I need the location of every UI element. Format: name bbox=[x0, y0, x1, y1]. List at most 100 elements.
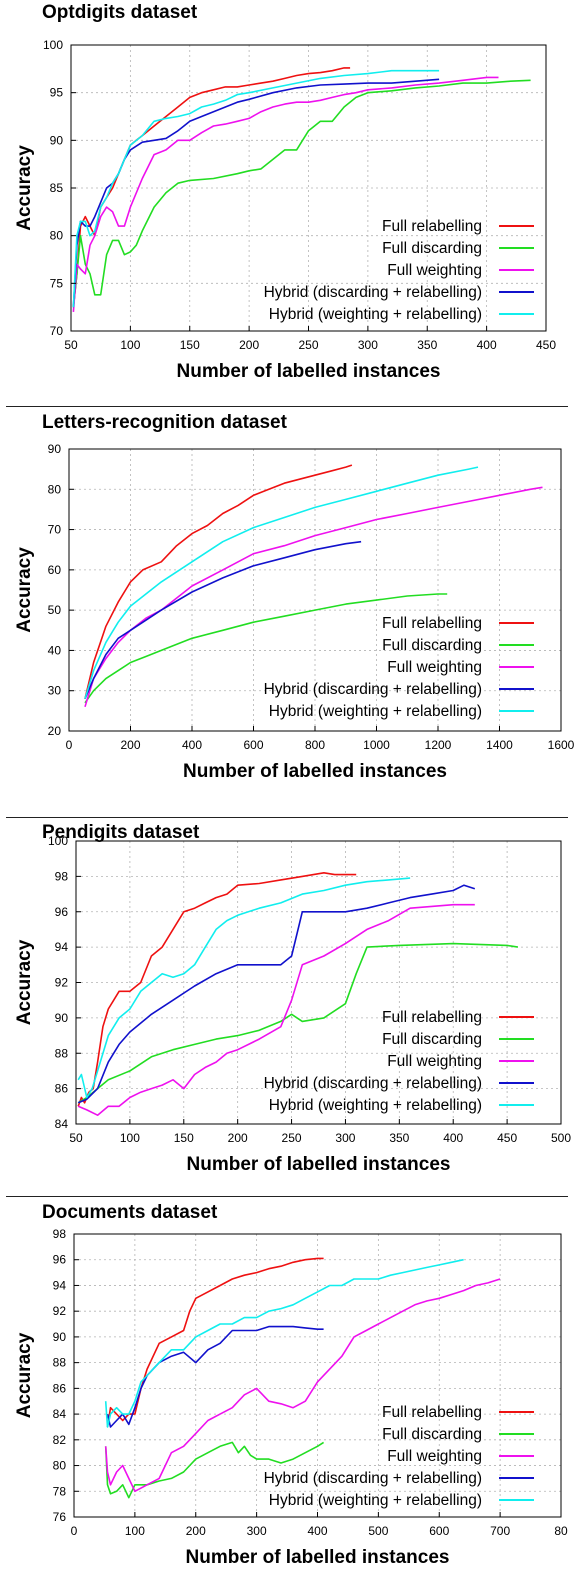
legend-label: Full discarding bbox=[382, 637, 482, 654]
series-line-5 bbox=[104, 1258, 464, 1428]
y-tick-label: 92 bbox=[55, 976, 69, 990]
series-line-5 bbox=[84, 466, 479, 700]
y-tick-label: 82 bbox=[53, 1433, 67, 1447]
series-line-4 bbox=[84, 540, 362, 700]
series-line-1 bbox=[106, 1257, 324, 1428]
x-tick-label: 150 bbox=[180, 338, 200, 352]
panel-separator bbox=[6, 406, 568, 407]
x-tick-label: 400 bbox=[307, 1524, 327, 1538]
x-tick-label: 100 bbox=[120, 1131, 140, 1145]
y-axis-label: Accuracy bbox=[14, 547, 35, 633]
y-tick-label: 92 bbox=[53, 1304, 67, 1318]
y-tick-label: 90 bbox=[50, 133, 64, 147]
y-tick-label: 40 bbox=[48, 643, 62, 657]
legend-label: Full weighting bbox=[387, 1053, 482, 1070]
x-tick-label: 500 bbox=[551, 1131, 571, 1145]
legend-label: Hybrid (weighting + relabelling) bbox=[269, 703, 482, 720]
series-line-3 bbox=[72, 76, 499, 312]
legend-label: Full relabelling bbox=[382, 218, 482, 235]
legend-label: Full relabelling bbox=[382, 1009, 482, 1026]
x-tick-label: 1400 bbox=[486, 738, 513, 752]
x-tick-label: 600 bbox=[243, 738, 263, 752]
x-tick-label: 1200 bbox=[425, 738, 452, 752]
series-line-2 bbox=[72, 79, 531, 308]
x-tick-label: 600 bbox=[429, 1524, 449, 1538]
x-tick-label: 300 bbox=[247, 1524, 267, 1538]
x-tick-label: 0 bbox=[66, 738, 73, 752]
chart-svg: 0 200 400 600 800 1000 1200 1400 1600 20 30 40 50 60 7… bbox=[14, 442, 575, 782]
legend-label: Full relabelling bbox=[382, 1404, 482, 1421]
y-tick-label: 96 bbox=[53, 1253, 67, 1267]
series-line-2 bbox=[77, 942, 519, 1104]
legend-label: Hybrid (discarding + relabelling) bbox=[264, 1075, 482, 1092]
y-tick-label: 84 bbox=[55, 1117, 69, 1131]
chart-svg: 50 100 150 200 250 300 350 400 450 70 75 80 85 90 95 10… bbox=[14, 38, 556, 382]
chart-title: Letters-recognition dataset bbox=[42, 412, 287, 433]
y-tick-label: 80 bbox=[48, 482, 62, 496]
legend-label: Full discarding bbox=[382, 1426, 482, 1443]
y-tick-label: 20 bbox=[48, 724, 62, 738]
chart-panel: Documents dataset 0 100 200 300 400 500 600 700 8… bbox=[0, 1200, 576, 1573]
series-line-4 bbox=[77, 884, 476, 1104]
x-axis-label: Number of labelled instances bbox=[183, 761, 447, 782]
y-axis-label: Accuracy bbox=[14, 1332, 35, 1418]
series-line-3 bbox=[84, 486, 543, 708]
x-tick-label: 1000 bbox=[363, 738, 390, 752]
x-tick-label: 350 bbox=[389, 1131, 409, 1145]
x-tick-label: 250 bbox=[282, 1131, 302, 1145]
x-tick-label: 300 bbox=[335, 1131, 355, 1145]
series-line-3 bbox=[104, 1278, 501, 1493]
y-tick-label: 50 bbox=[48, 603, 62, 617]
y-tick-label: 88 bbox=[55, 1046, 69, 1060]
y-tick-label: 70 bbox=[48, 523, 62, 537]
x-tick-label: 400 bbox=[443, 1131, 463, 1145]
series-line-4 bbox=[106, 1325, 324, 1428]
legend-label: Hybrid (weighting + relabelling) bbox=[269, 1492, 482, 1509]
y-tick-label: 90 bbox=[55, 1011, 69, 1025]
y-tick-label: 100 bbox=[43, 38, 63, 52]
y-tick-label: 90 bbox=[48, 442, 62, 456]
x-tick-label: 100 bbox=[125, 1524, 145, 1538]
x-tick-label: 50 bbox=[69, 1131, 83, 1145]
x-tick-label: 400 bbox=[477, 338, 497, 352]
chart-panel: Optdigits dataset 50 100 150 200 250 300 350 400… bbox=[0, 0, 576, 395]
chart-svg: 0 100 200 300 400 500 600 700 80 76 78 80 82 84 86 88 90… bbox=[14, 1227, 568, 1568]
y-tick-label: 86 bbox=[53, 1381, 67, 1395]
chart-panel: Letters-recognition dataset 0 200 400 600 800… bbox=[0, 410, 576, 804]
series-line-1 bbox=[84, 464, 353, 699]
x-tick-label: 450 bbox=[536, 338, 556, 352]
x-tick-label: 200 bbox=[239, 338, 259, 352]
y-tick-label: 78 bbox=[53, 1484, 67, 1498]
series-line-2 bbox=[104, 1441, 325, 1499]
x-tick-label: 1600 bbox=[548, 738, 575, 752]
chart-svg: 50 100 150 200 250 300 350 400 450 500 84 86 88 90 92 9… bbox=[14, 834, 571, 1175]
y-axis-label: Accuracy bbox=[14, 145, 35, 231]
x-tick-label: 400 bbox=[182, 738, 202, 752]
y-tick-label: 94 bbox=[53, 1278, 67, 1292]
x-tick-label: 350 bbox=[417, 338, 437, 352]
series-line-4 bbox=[72, 78, 440, 308]
x-tick-label: 800 bbox=[305, 738, 325, 752]
legend-label: Full discarding bbox=[382, 1031, 482, 1048]
chart-title: Documents dataset bbox=[42, 1202, 218, 1223]
x-axis-label: Number of labelled instances bbox=[186, 1547, 450, 1568]
series-line-2 bbox=[84, 593, 448, 704]
legend-label: Hybrid (weighting + relabelling) bbox=[269, 306, 482, 323]
y-tick-label: 96 bbox=[55, 905, 69, 919]
x-tick-label: 0 bbox=[71, 1524, 78, 1538]
y-tick-label: 95 bbox=[50, 86, 64, 100]
panel-separator bbox=[6, 1196, 568, 1197]
y-tick-label: 60 bbox=[48, 563, 62, 577]
x-tick-label: 300 bbox=[358, 338, 378, 352]
x-tick-label: 100 bbox=[120, 338, 140, 352]
x-tick-label: 200 bbox=[120, 738, 140, 752]
x-tick-label: 150 bbox=[174, 1131, 194, 1145]
chart-title: Pendigits dataset bbox=[42, 822, 200, 843]
x-tick-label: 200 bbox=[228, 1131, 248, 1145]
legend-label: Hybrid (discarding + relabelling) bbox=[264, 1470, 482, 1487]
series-line-5 bbox=[72, 69, 440, 308]
series-line-1 bbox=[77, 871, 357, 1107]
y-tick-label: 90 bbox=[53, 1330, 67, 1344]
x-tick-label: 700 bbox=[490, 1524, 510, 1538]
series-line-3 bbox=[77, 903, 475, 1117]
